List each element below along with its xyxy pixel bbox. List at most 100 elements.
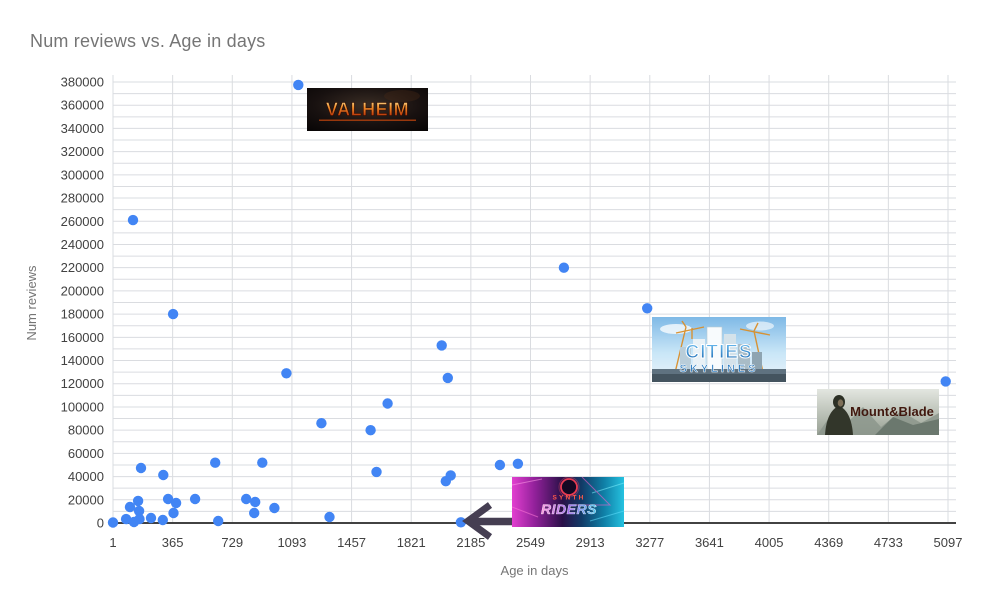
eclipse-sun [560, 478, 578, 496]
data-point[interactable] [162, 493, 174, 505]
data-point[interactable] [241, 493, 252, 505]
data-point[interactable] [167, 308, 179, 320]
data-point[interactable] [324, 511, 335, 523]
x-tick-label: 729 [221, 535, 243, 550]
y-tick-label: 200000 [61, 283, 104, 298]
data-point[interactable] [189, 493, 201, 505]
data-point[interactable] [371, 466, 382, 478]
data-point[interactable] [127, 214, 139, 226]
mount-and-blade-logo-text: Mount&Blade [850, 404, 934, 419]
x-tick-label: 1457 [337, 535, 366, 550]
data-point[interactable] [365, 425, 376, 436]
y-tick-label: 0 [97, 516, 104, 531]
y-tick-label: 320000 [61, 144, 104, 159]
valheim-banner-art: VALHEIM [307, 88, 428, 131]
data-point[interactable] [157, 514, 168, 526]
data-point[interactable] [133, 505, 145, 517]
tick-labels: 0 20000 40000 60000 80000 100000 120000 140000 1… [61, 75, 963, 551]
x-tick-label: 1 [109, 535, 116, 550]
data-point[interactable] [293, 79, 304, 91]
data-point[interactable] [316, 418, 327, 429]
x-tick-label: 4733 [874, 535, 903, 550]
y-tick-label: 60000 [68, 446, 104, 461]
data-point[interactable] [558, 262, 570, 273]
city-buildings [652, 326, 786, 383]
x-tick-label: 5097 [934, 535, 963, 550]
data-point[interactable] [132, 495, 144, 507]
chart-title: Num reviews vs. Age in days [30, 31, 266, 51]
x-tick-label: 2913 [576, 535, 605, 550]
neon-streaks [511, 476, 625, 522]
data-point[interactable] [170, 497, 182, 509]
x-tick-label: 3277 [635, 535, 664, 550]
skylines-logo-text: SKYLINES [679, 363, 758, 375]
data-point[interactable] [124, 501, 136, 513]
data-point[interactable] [213, 515, 224, 527]
mount-and-blade-banner-art: Mount&Blade [817, 389, 939, 435]
data-point[interactable] [382, 398, 393, 409]
data-point[interactable] [135, 462, 147, 474]
cities-logo-text: CITIES [685, 342, 752, 363]
hooded-figure [825, 395, 853, 435]
data-point[interactable] [158, 469, 169, 481]
x-tick-label: 2549 [516, 535, 545, 550]
x-tick-label: 365 [162, 535, 184, 550]
y-tick-label: 100000 [61, 399, 104, 414]
data-point[interactable] [145, 512, 157, 524]
y-tick-label: 180000 [61, 307, 104, 322]
y-tick-label: 80000 [68, 423, 104, 438]
data-point[interactable] [257, 457, 268, 468]
x-tick-label: 1821 [397, 535, 426, 550]
arrow-head [462, 502, 493, 540]
synth-riders-banner-art: SYNTH RIDERS [511, 476, 625, 527]
y-tick-label: 20000 [68, 492, 104, 507]
data-point[interactable] [134, 513, 145, 525]
y-tick-label: 120000 [61, 376, 104, 391]
x-tick-label: 2185 [456, 535, 485, 550]
valheim-banner-background [307, 88, 428, 131]
data-point[interactable] [642, 303, 653, 314]
y-tick-label: 40000 [68, 469, 104, 484]
y-tick-label: 160000 [61, 330, 104, 345]
x-axis-title: Age in days [501, 563, 569, 578]
data-point[interactable] [269, 502, 280, 514]
y-axis-title: Num reviews [24, 265, 39, 341]
gridlines [112, 75, 956, 524]
data-point[interactable] [107, 517, 119, 528]
data-point[interactable] [250, 496, 261, 508]
eclipse-glow [558, 476, 580, 498]
synth-riders-game-banner: SYNTH RIDERS [511, 476, 625, 527]
cloud [746, 321, 774, 331]
y-tick-label: 220000 [61, 260, 104, 275]
x-tick-label: 3641 [695, 535, 724, 550]
valheim-game-banner: VALHEIM [307, 88, 428, 131]
data-points [107, 79, 951, 528]
data-point[interactable] [168, 507, 179, 519]
data-point[interactable] [940, 376, 951, 387]
y-tick-label: 260000 [61, 214, 104, 229]
data-point[interactable] [120, 513, 132, 525]
data-point[interactable] [281, 368, 292, 379]
data-point[interactable] [445, 470, 456, 481]
x-tick-label: 4005 [755, 535, 784, 550]
x-tick-label: 1093 [277, 535, 306, 550]
y-tick-label: 380000 [61, 75, 104, 90]
data-point[interactable] [442, 372, 453, 384]
data-point[interactable] [512, 458, 524, 469]
y-tick-label: 140000 [61, 353, 104, 368]
data-point[interactable] [249, 507, 260, 519]
data-point[interactable] [494, 459, 506, 471]
data-point[interactable] [455, 517, 467, 528]
data-point[interactable] [436, 340, 447, 351]
y-tick-label: 300000 [61, 167, 104, 182]
data-point[interactable] [210, 457, 221, 468]
x-tick-label: 4369 [814, 535, 843, 550]
riders-logo-text: RIDERS [541, 501, 597, 517]
y-tick-label: 240000 [61, 237, 104, 252]
synth-logo-text: SYNTH [552, 495, 585, 502]
cities-skylines-banner-art: CITIES SKYLINES [652, 317, 786, 383]
valheim-logo-text: VALHEIM [326, 100, 409, 120]
smoke-wisp [384, 90, 420, 102]
